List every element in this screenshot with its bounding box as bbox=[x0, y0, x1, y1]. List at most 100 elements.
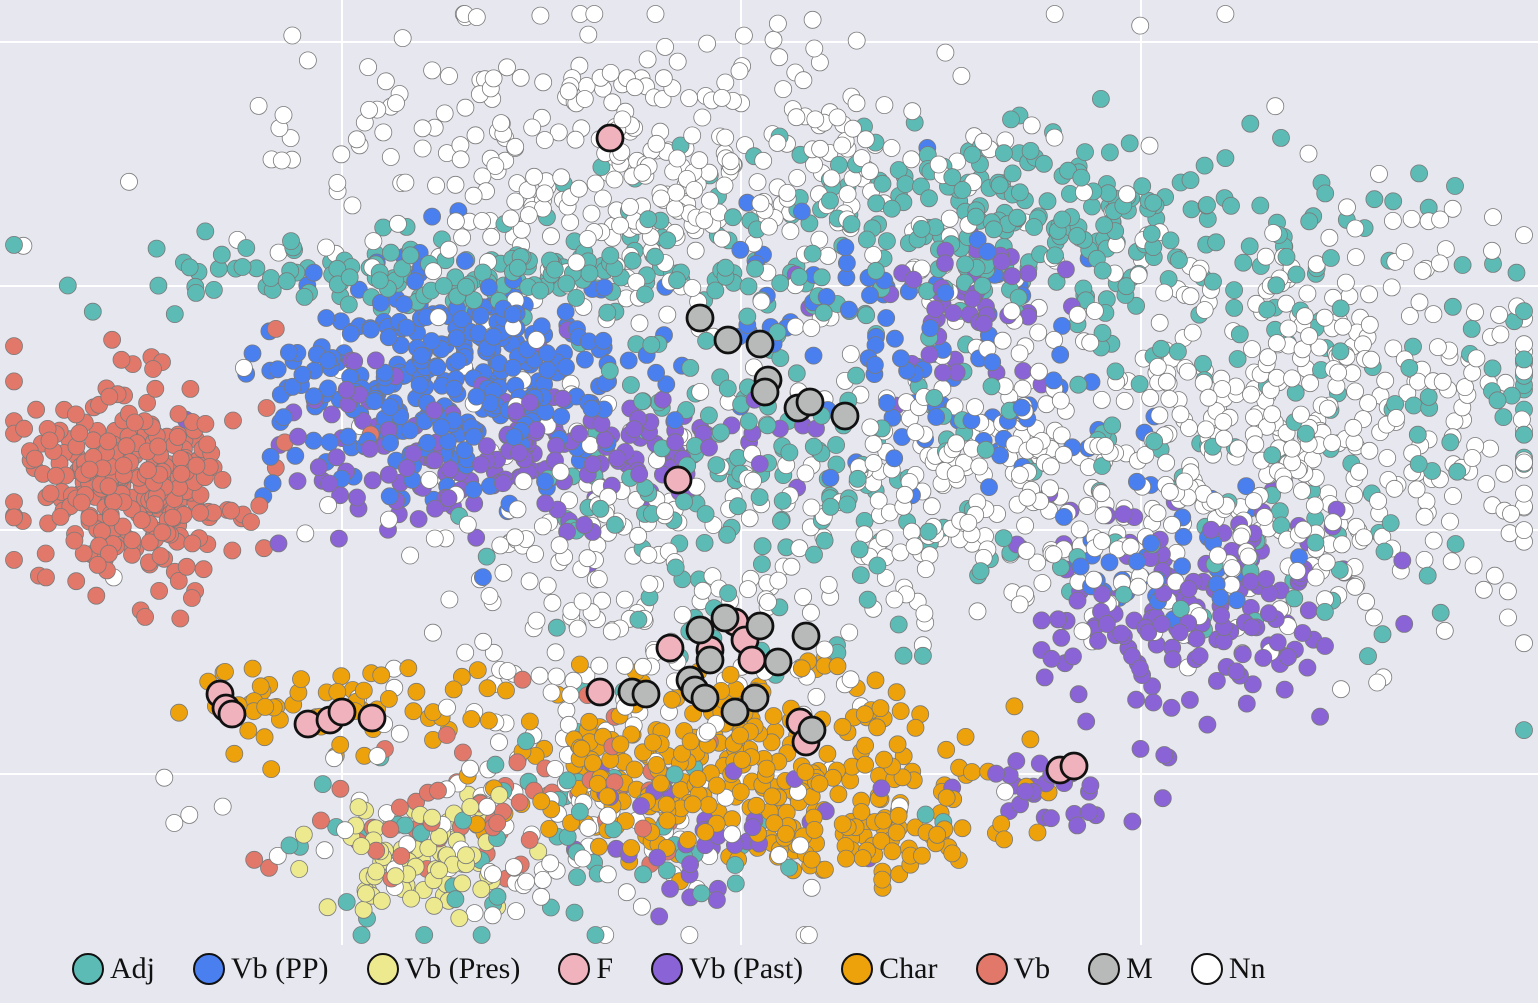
point-vb-pres bbox=[457, 846, 475, 865]
point-vb-pres bbox=[419, 839, 438, 857]
point-adj bbox=[557, 274, 576, 293]
point-adj bbox=[1046, 246, 1064, 265]
point-nn bbox=[1319, 399, 1337, 418]
point-adj bbox=[896, 175, 915, 194]
point-vb-pp bbox=[1237, 477, 1256, 496]
point-nn bbox=[1188, 264, 1207, 283]
point-vb-past bbox=[1042, 649, 1061, 668]
point-vb-past bbox=[1144, 693, 1163, 712]
point-nn bbox=[1195, 301, 1214, 319]
legend-label: M bbox=[1126, 952, 1153, 985]
point-vb bbox=[381, 820, 400, 839]
point-vb bbox=[149, 437, 168, 456]
point-vb bbox=[100, 544, 118, 563]
point-nn bbox=[535, 131, 554, 149]
point-nn bbox=[1415, 551, 1434, 569]
point-adj bbox=[696, 505, 715, 523]
point-adj bbox=[1258, 300, 1277, 319]
point-nn bbox=[1178, 362, 1197, 381]
point-adj bbox=[1093, 323, 1112, 342]
point-nn bbox=[484, 643, 503, 662]
point-nn bbox=[905, 537, 924, 556]
point-adj bbox=[1419, 387, 1438, 406]
point-adj bbox=[677, 401, 696, 419]
point-nn bbox=[885, 590, 904, 609]
point-adj bbox=[697, 331, 715, 350]
point-vb-past bbox=[1162, 698, 1181, 717]
point-vb-past bbox=[1152, 615, 1171, 633]
point-nn bbox=[1443, 199, 1462, 218]
highlight-point-m bbox=[690, 683, 720, 713]
point-vb bbox=[114, 456, 133, 475]
point-nn bbox=[796, 464, 815, 483]
point-vb-pp bbox=[283, 377, 302, 396]
legend-item-m[interactable]: M bbox=[1088, 952, 1153, 986]
point-nn bbox=[1484, 208, 1502, 227]
legend-item-vb-pres[interactable]: Vb (Pres) bbox=[366, 952, 520, 986]
point-nn bbox=[1345, 485, 1363, 504]
point-vb bbox=[65, 531, 84, 550]
point-char bbox=[444, 680, 463, 699]
point-adj bbox=[973, 276, 992, 295]
point-nn bbox=[902, 150, 921, 169]
point-adj bbox=[1306, 533, 1325, 552]
point-nn bbox=[1096, 437, 1115, 455]
point-vb-pres bbox=[402, 889, 421, 908]
point-nn bbox=[514, 472, 533, 491]
point-vb-pp bbox=[886, 329, 904, 348]
point-nn bbox=[466, 126, 485, 145]
point-nn bbox=[841, 670, 860, 689]
point-char bbox=[833, 717, 852, 736]
legend-item-nn[interactable]: Nn bbox=[1190, 952, 1266, 986]
point-nn bbox=[1081, 333, 1100, 352]
legend-item-f[interactable]: F bbox=[558, 952, 613, 986]
point-nn bbox=[1369, 492, 1387, 510]
point-nn bbox=[936, 43, 955, 62]
point-nn bbox=[740, 509, 759, 528]
point-vb-past bbox=[1233, 645, 1252, 664]
point-vb-past bbox=[992, 252, 1011, 271]
point-nn bbox=[786, 317, 805, 336]
point-vb bbox=[47, 466, 65, 485]
point-vb-past bbox=[1080, 803, 1098, 821]
point-char bbox=[681, 732, 700, 751]
point-adj bbox=[773, 491, 792, 510]
point-nn bbox=[427, 176, 446, 195]
point-vb-pres bbox=[294, 825, 313, 844]
point-nn bbox=[1264, 224, 1283, 242]
point-nn bbox=[1010, 595, 1029, 614]
point-adj bbox=[1322, 249, 1340, 267]
point-nn bbox=[501, 209, 520, 228]
point-vb-pp bbox=[406, 272, 425, 291]
point-vb bbox=[392, 847, 411, 865]
point-nn bbox=[1515, 634, 1533, 653]
point-vb-pres bbox=[367, 862, 386, 881]
point-adj bbox=[1373, 625, 1392, 644]
point-nn bbox=[1171, 405, 1190, 424]
point-char bbox=[853, 849, 872, 867]
point-adj bbox=[415, 926, 434, 944]
legend-item-vb[interactable]: Vb bbox=[975, 952, 1050, 986]
legend-item-char[interactable]: Char bbox=[841, 952, 938, 986]
point-nn bbox=[802, 319, 821, 337]
point-nn bbox=[1474, 580, 1493, 599]
point-vb-past bbox=[536, 494, 555, 513]
highlight-point-f bbox=[217, 699, 247, 729]
point-adj bbox=[1053, 210, 1072, 229]
point-char bbox=[956, 728, 975, 746]
legend-item-vb-pp[interactable]: Vb (PP) bbox=[193, 952, 329, 986]
point-vb-past bbox=[1179, 580, 1198, 598]
point-nn bbox=[523, 118, 542, 137]
point-nn bbox=[1355, 528, 1373, 547]
point-char bbox=[663, 690, 681, 709]
point-nn bbox=[630, 314, 649, 333]
point-char bbox=[792, 659, 811, 678]
point-nn bbox=[615, 656, 634, 675]
legend-item-vb-past[interactable]: Vb (Past) bbox=[651, 952, 803, 986]
point-vb-past bbox=[471, 455, 490, 474]
point-char bbox=[762, 733, 781, 752]
point-nn bbox=[754, 151, 773, 170]
point-adj bbox=[1300, 212, 1319, 231]
point-char bbox=[478, 679, 497, 698]
legend-item-adj[interactable]: Adj bbox=[72, 952, 155, 986]
